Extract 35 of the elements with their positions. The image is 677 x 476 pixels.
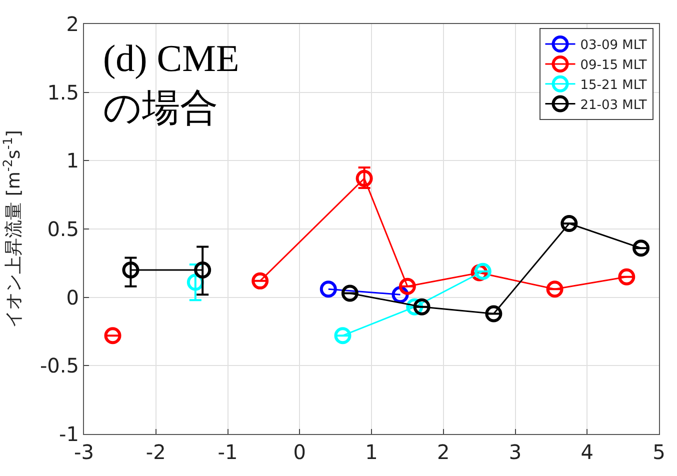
point bbox=[341, 284, 358, 302]
point bbox=[474, 262, 492, 280]
point bbox=[320, 280, 337, 298]
point bbox=[356, 170, 373, 187]
point bbox=[398, 278, 416, 295]
point bbox=[618, 268, 636, 286]
legend-label: 15-21 MLT bbox=[580, 78, 647, 93]
x-tick-label: 2 bbox=[437, 440, 450, 464]
y-tick-label: 1 bbox=[66, 148, 79, 173]
legend-label: 03-09 MLT bbox=[580, 38, 647, 54]
x-tick-label: 1 bbox=[365, 440, 378, 464]
x-tick-label: 5 bbox=[652, 440, 666, 464]
annotation: (d) CME の場合 bbox=[103, 38, 240, 130]
legend-label: 09-15 MLT bbox=[580, 58, 647, 74]
legend-label: 21-03 MLT bbox=[580, 98, 647, 113]
y-tick-label: 0.5 bbox=[47, 217, 79, 241]
point bbox=[632, 240, 650, 257]
point bbox=[546, 280, 564, 298]
point bbox=[104, 327, 122, 344]
x-tick-label: 3 bbox=[508, 440, 522, 464]
x-tick-label: -1 bbox=[218, 440, 238, 464]
point bbox=[334, 327, 352, 344]
y-tick-label: 0 bbox=[66, 285, 79, 310]
point bbox=[252, 272, 269, 290]
point bbox=[560, 215, 578, 232]
point bbox=[413, 298, 430, 316]
y-tick-label: 2 bbox=[66, 12, 79, 36]
point bbox=[485, 305, 502, 322]
y-tick-label: -0.5 bbox=[40, 354, 79, 378]
x-tick-label: -2 bbox=[146, 440, 166, 464]
x-tick-label: 0 bbox=[293, 440, 306, 464]
point bbox=[194, 262, 212, 278]
y-tick-label: 1.5 bbox=[47, 80, 79, 104]
point bbox=[122, 262, 140, 278]
x-tick-label: 4 bbox=[580, 440, 594, 464]
